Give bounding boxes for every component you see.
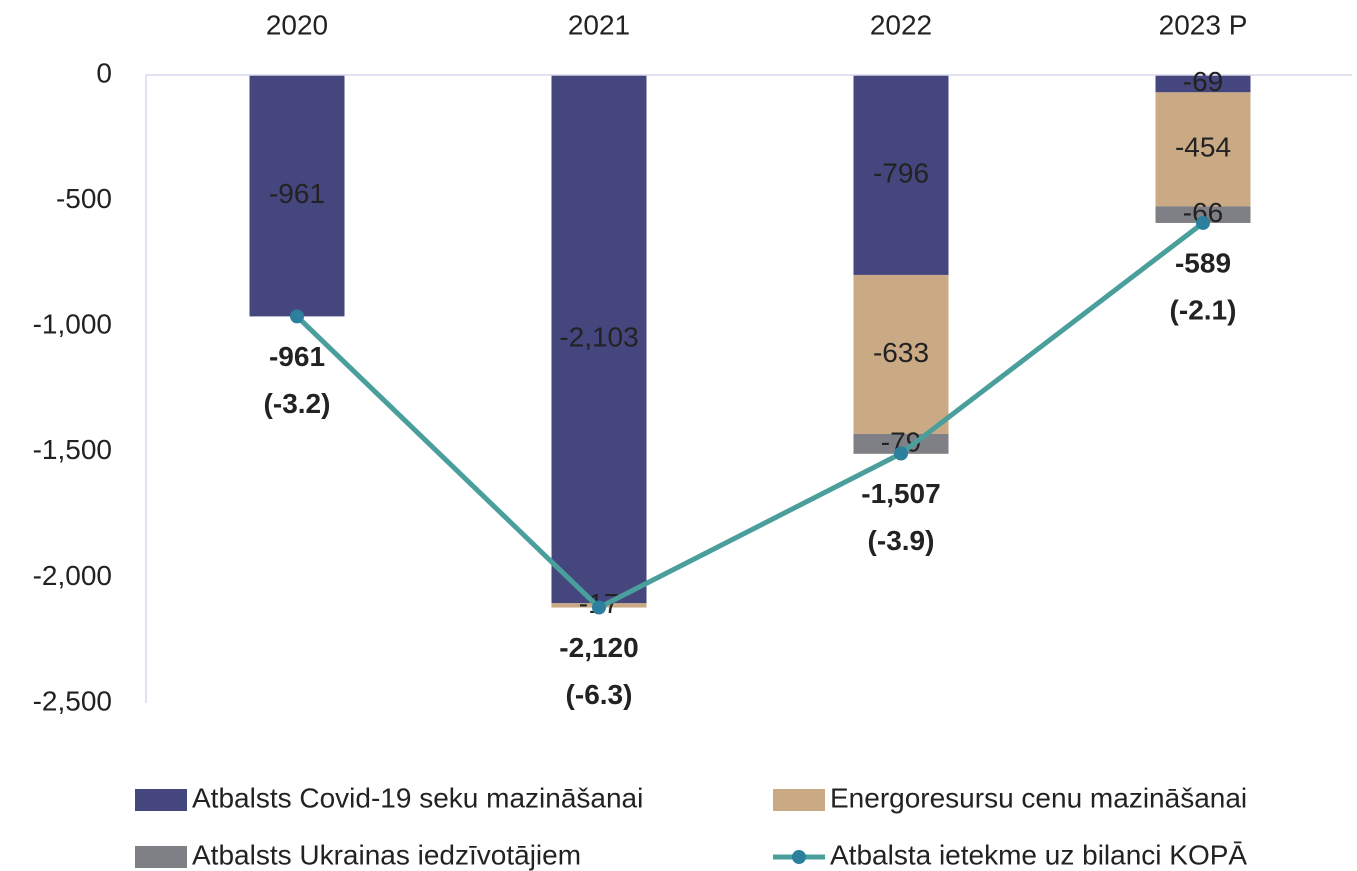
total-share-label: (-2.1) (1170, 294, 1237, 325)
total-share-label: (-3.2) (264, 388, 331, 419)
legend-swatch (773, 789, 825, 811)
bar-segment (1155, 206, 1251, 223)
legend-label: Atbalsta ietekme uz bilanci KOPĀ (830, 839, 1247, 870)
total-label: -2,120 (559, 632, 638, 663)
y-tick-label: 0 (96, 57, 112, 88)
legend-marker (792, 850, 806, 864)
legend-label: Atbalsts Ukrainas iedzīvotājiem (192, 839, 581, 870)
total-label: -589 (1175, 247, 1231, 278)
segment-label: -633 (873, 337, 929, 368)
segment-label: -2,103 (559, 322, 638, 353)
legend-swatch (135, 846, 187, 868)
legend-label: Energoresursu cenu mazināšanai (830, 782, 1247, 813)
segment-label: -961 (269, 178, 325, 209)
total-point (290, 309, 304, 324)
total-label: -961 (269, 341, 325, 372)
y-tick-label: -2,500 (33, 685, 112, 716)
bar-segment (249, 75, 345, 317)
y-tick-label: -1,500 (33, 434, 112, 465)
total-point (1196, 215, 1210, 230)
total-share-label: (-6.3) (566, 679, 633, 710)
segment-label: -454 (1175, 132, 1231, 163)
legend-swatch (135, 789, 187, 811)
segment-label: -796 (873, 157, 929, 188)
total-point (592, 600, 606, 615)
x-tick-label: 2023 P (1159, 9, 1248, 40)
total-line (295, 220, 1205, 611)
bar-segment (853, 274, 949, 434)
segment-label: -69 (1183, 66, 1223, 97)
x-tick-label: 2022 (870, 9, 932, 40)
bar-segment (853, 75, 949, 275)
total-share-label: (-3.9) (868, 525, 935, 556)
x-tick-label: 2021 (568, 9, 630, 40)
bar-segment (1155, 92, 1251, 207)
legend-label: Atbalsts Covid-19 seku mazināšanai (192, 782, 643, 813)
y-tick-label: -1,000 (33, 309, 112, 340)
total-point (894, 446, 908, 461)
bar-segment (853, 433, 949, 454)
total-label: -1,507 (861, 478, 940, 509)
y-tick-label: -2,000 (33, 560, 112, 591)
x-tick-label: 2020 (266, 9, 328, 40)
y-tick-label: -500 (56, 183, 112, 214)
bar-segment (551, 75, 647, 604)
bar-segment (1155, 75, 1251, 93)
